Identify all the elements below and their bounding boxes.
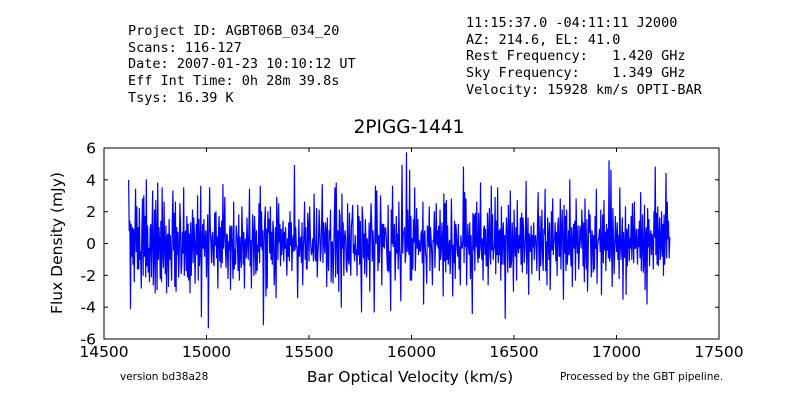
plot-area: 14500 15000 15500 16000 16500 17000 17500 -6 -4 -…: [79, 140, 743, 362]
y-tick-label-5: 4: [86, 171, 96, 189]
sky-frequency-text: Sky Frequency: 1.349 GHz: [466, 65, 685, 81]
rest-frequency-text: Rest Frequency: 1.420 GHz: [466, 48, 685, 64]
tick-layer: 14500 15000 15500 16000 16500 17000 17500 -6 -4 -…: [79, 140, 743, 362]
x-tick-label-5: 17000: [592, 343, 641, 361]
y-axis-label: Flux Density (mJy): [48, 172, 66, 314]
y-tick-label-4: 2: [86, 203, 96, 221]
y-tick-label-2: -2: [81, 267, 96, 285]
tsys-text: Tsys: 16.39 K: [128, 90, 235, 106]
y-tick-label-3: 0: [86, 235, 96, 253]
series-layer: [128, 152, 671, 329]
pipeline-credit-text: Processed by the GBT pipeline.: [560, 371, 723, 383]
header-left: Project ID: AGBT06B_034_20 Scans: 116-12…: [128, 23, 356, 106]
x-tick-label-1: 15000: [182, 343, 231, 361]
header-right: 11:15:37.0 -04:11:11 J2000 AZ: 214.6, EL…: [466, 15, 703, 98]
y-tick-label-6: 6: [86, 140, 96, 158]
chart-title: 2PIGG-1441: [354, 117, 465, 138]
scans-text: Scans: 116-127: [128, 40, 242, 56]
coordinates-text: 11:15:37.0 -04:11:11 J2000: [466, 15, 677, 31]
project-id-text: Project ID: AGBT06B_034_20: [128, 23, 339, 39]
x-tick-label-4: 16500: [489, 343, 538, 361]
x-axis-label: Bar Optical Velocity (km/s): [307, 368, 513, 386]
date-text: Date: 2007-01-23 10:10:12 UT: [128, 56, 356, 72]
y-tick-label-0: -6: [81, 331, 96, 349]
az-el-text: AZ: 214.6, EL: 41.0: [466, 32, 620, 48]
velocity-text: Velocity: 15928 km/s OPTI-BAR: [466, 82, 703, 98]
spectrum-line-0: [128, 152, 671, 329]
eff-int-time-text: Eff Int Time: 0h 28m 39.8s: [128, 73, 339, 89]
x-tick-label-0: 14500: [79, 343, 128, 361]
x-tick-label-3: 16000: [387, 343, 436, 361]
x-tick-label-6: 17500: [694, 343, 743, 361]
y-tick-label-1: -4: [81, 299, 96, 317]
version-text: version bd38a28: [120, 371, 208, 383]
x-tick-label-2: 15500: [284, 343, 333, 361]
